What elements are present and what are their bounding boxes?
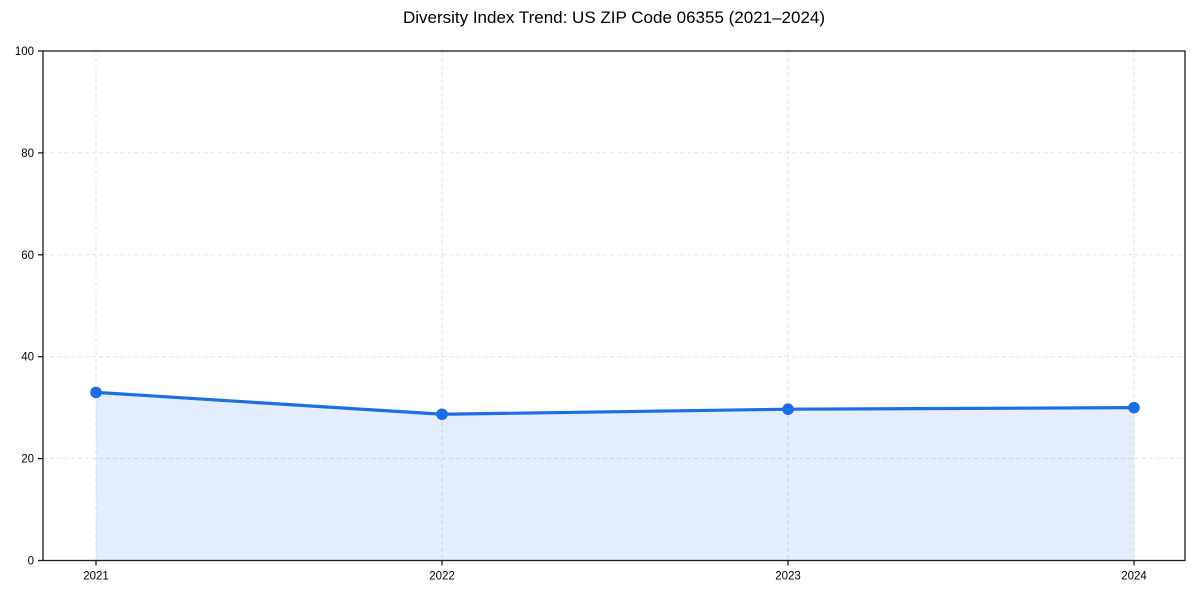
x-tick-label: 2023 [775, 571, 801, 583]
y-tick-label: 100 [15, 46, 34, 58]
x-tick-label: 2022 [429, 571, 455, 583]
data-point [90, 386, 102, 399]
data-point [436, 408, 448, 421]
trend-line [94, 390, 1136, 416]
data-point [1128, 401, 1140, 414]
y-tick-label: 60 [21, 250, 34, 262]
x-tick-label: 2021 [83, 571, 109, 583]
data-point [782, 403, 794, 415]
y-tick-label: 40 [21, 352, 34, 364]
y-tick-label: 0 [28, 556, 34, 568]
chart-title: Diversity Index Trend: US ZIP Code 06355… [402, 8, 826, 27]
x-tick-label: 2024 [1121, 571, 1147, 583]
y-tick-label: 20 [21, 454, 34, 466]
area-fill [96, 392, 1134, 561]
plot-border [42, 50, 1186, 562]
y-tick-label: 80 [21, 148, 34, 160]
